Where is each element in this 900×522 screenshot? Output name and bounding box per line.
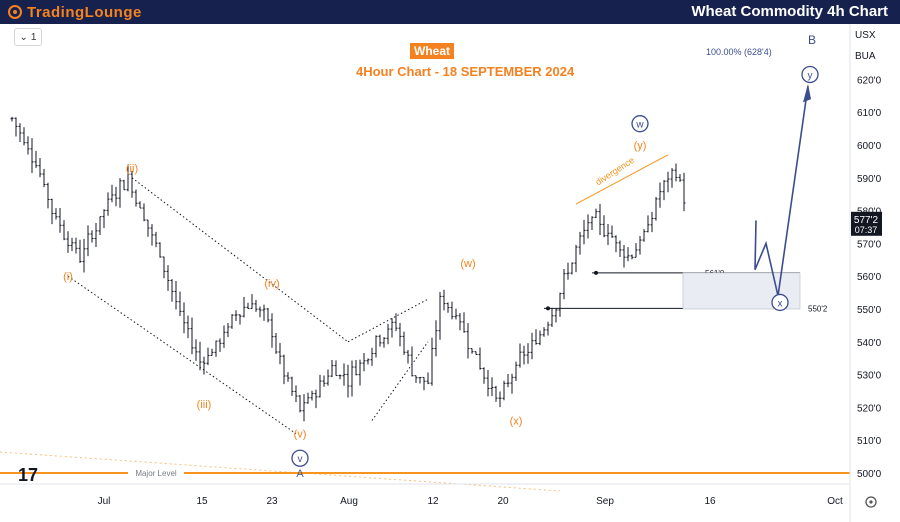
divergence-label: divergence [594, 155, 636, 187]
level-561-dot [594, 270, 598, 275]
projection-path: 100.00% (628'4) B [706, 33, 816, 297]
currency-bua[interactable]: BUA [855, 51, 876, 62]
page-title: Wheat Commodity 4h Chart [691, 3, 888, 20]
wave-b-label: B [808, 33, 816, 47]
axes: 500'0 510'0 520'0 530'0 540'0 550'0 560'0 570'0… [0, 24, 882, 522]
channel-line-rise-upper [347, 298, 429, 343]
y-tick-label: 560'0 [857, 272, 882, 283]
y-tick-label: 600'0 [857, 141, 882, 152]
y-tick-label: 590'0 [857, 174, 882, 185]
tradingview-watermark-icon: 17 [18, 465, 38, 485]
x-tick-label: 16 [704, 496, 716, 507]
major-level-label: Major Level [135, 469, 177, 478]
x-tick-label: 23 [266, 496, 278, 507]
level-550-label: 550'2 [808, 304, 828, 313]
wave-label: (v) [294, 429, 307, 441]
channel-line-lower [67, 275, 297, 435]
projection-line [754, 85, 809, 297]
y-tick-label: 520'0 [857, 403, 882, 414]
y-tick-label: 550'0 [857, 305, 882, 316]
projection-arrowhead [803, 83, 811, 103]
last-price-tag [851, 211, 882, 236]
channel-line-upper [131, 177, 349, 343]
wave-label: (i) [63, 271, 73, 283]
wave-label: (x) [510, 416, 523, 428]
circled-wave-marker [771, 293, 789, 312]
x-tick-label: 15 [196, 496, 208, 507]
x-tick-label: 20 [497, 496, 509, 507]
wave-label: A [296, 468, 304, 480]
gear-icon-center [869, 500, 873, 504]
wave-label: (y) [634, 140, 647, 152]
chevron-down-icon: ⌄ [19, 31, 28, 43]
wave-label: (iii) [197, 399, 212, 411]
circled-wave-label: x [778, 298, 783, 309]
wave-label: (iv) [264, 278, 279, 290]
x-tick-label: Aug [340, 496, 358, 507]
channel-line-rise-lower [371, 341, 429, 421]
x-tick-label: Sep [596, 496, 614, 507]
y-tick-label: 500'0 [857, 469, 882, 480]
y-tick-label: 510'0 [857, 436, 882, 447]
y-tick-label: 610'0 [857, 108, 882, 119]
logo-icon [8, 5, 22, 19]
circled-wave-label: w [635, 120, 644, 131]
level-550-dot [546, 306, 550, 311]
chart-subtitle: 4Hour Chart - 18 SEPTEMBER 2024 [356, 64, 575, 79]
y-tick-label: 570'0 [857, 239, 882, 250]
gear-icon [865, 496, 877, 508]
y-tick-label: 530'0 [857, 371, 882, 382]
logo-text: TradingLounge [27, 3, 142, 21]
circled-wave-marker [801, 65, 819, 84]
y-tick-label: 620'0 [857, 75, 882, 86]
circled-wave-marker [631, 115, 649, 133]
chart-title: Wheat [410, 43, 454, 59]
wave-label: (ii) [126, 163, 138, 175]
interval-button[interactable]: ⌄ 1 [14, 28, 42, 46]
circled-wave-label: y [808, 70, 813, 81]
countdown-label: 07:37 [855, 225, 878, 235]
top-banner: TradingLounge Wheat Commodity 4h Chart [0, 0, 900, 24]
x-tick-label: Oct [827, 496, 843, 507]
long-trendline [0, 451, 561, 492]
wave-labels: (i) (ii) (iii) (iv) (v) (w) (x) (y) Av w x y [63, 65, 819, 480]
candles [10, 116, 686, 422]
major-level-label-bg [128, 467, 184, 478]
currency-usx[interactable]: USX [855, 30, 876, 41]
y-tick-label: 540'0 [857, 338, 882, 349]
wave-label: (w) [460, 258, 475, 270]
circled-wave-marker [291, 449, 309, 467]
last-price-label: 577'2 [854, 215, 879, 226]
interval-value: 1 [30, 31, 37, 43]
tradinglounge-logo: TradingLounge [8, 3, 142, 21]
divergence-line [575, 154, 669, 205]
x-tick-label: 12 [427, 496, 439, 507]
target-label: 100.00% (628'4) [706, 47, 772, 57]
x-tick-label: Jul [98, 496, 111, 507]
circled-wave-label: v [298, 454, 303, 465]
